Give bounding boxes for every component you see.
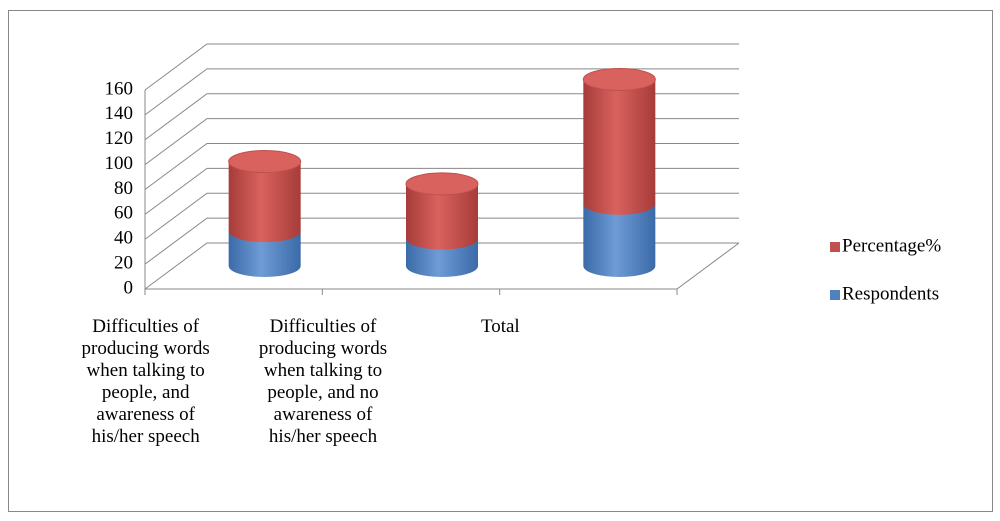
bar-cap: [228, 150, 302, 174]
y-tick-label: 140: [105, 103, 134, 124]
y-tick-label: 160: [105, 78, 134, 99]
grid-line: [144, 217, 739, 265]
grid-line: [144, 143, 739, 190]
legend-swatch: [830, 290, 840, 300]
legend-label: Percentage%: [842, 235, 941, 256]
y-tick-label: 40: [114, 228, 133, 249]
x-tick-label: Difficulties of producing words when tal…: [81, 316, 210, 447]
bar-segment: [228, 231, 301, 277]
chart-border: [8, 10, 993, 512]
bar-cap: [582, 67, 656, 91]
bar-segment: [406, 183, 478, 250]
bar-segment: [583, 79, 656, 215]
grid-line: [144, 68, 739, 116]
grid-line: [144, 43, 739, 91]
grid-line: [144, 192, 739, 240]
y-tick-label: 100: [105, 153, 134, 174]
grid-line: [144, 167, 739, 215]
legend-label: Respondents: [842, 283, 939, 304]
grid-line: [144, 242, 739, 290]
x-tick-label: Difficulties of producing words when tal…: [258, 316, 388, 447]
bar-cap: [405, 172, 479, 196]
y-tick-label: 120: [105, 128, 134, 149]
bar-segment: [228, 161, 301, 243]
y-tick-label: 20: [114, 252, 133, 273]
bar-segment: [583, 203, 656, 277]
y-tick-label: 80: [114, 178, 133, 199]
bar-segment: [406, 238, 478, 277]
y-tick-label: 0: [124, 277, 134, 298]
legend-swatch: [830, 242, 840, 252]
grid-line: [144, 118, 739, 166]
y-tick-label: 60: [114, 203, 133, 224]
grid-line: [144, 93, 739, 141]
x-tick-label: Total: [480, 316, 520, 337]
